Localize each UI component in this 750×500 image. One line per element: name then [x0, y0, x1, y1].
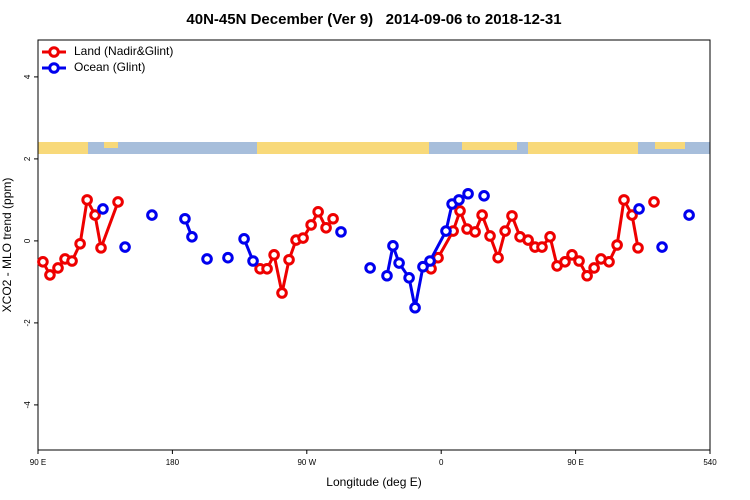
data-point [484, 230, 496, 242]
data-point [247, 255, 259, 267]
chart-title: 40N-45N December (Ver 9) 2014-09-06 to 2… [186, 11, 561, 28]
y-tick-label: -2 [23, 319, 32, 327]
data-point [588, 262, 600, 274]
data-point [297, 232, 309, 244]
data-point [626, 209, 638, 221]
data-point [312, 205, 324, 218]
data-point [536, 241, 548, 253]
data-point [327, 212, 339, 225]
data-point [506, 210, 518, 222]
data-point [201, 253, 213, 265]
land-mask [38, 142, 710, 154]
data-point [37, 256, 49, 268]
data-point [656, 241, 668, 253]
data-point [611, 239, 623, 251]
data-point [186, 231, 198, 243]
data-point [393, 257, 405, 269]
data-point [112, 196, 124, 208]
data-point [522, 234, 534, 246]
x-tick-label: 180 [166, 458, 180, 467]
data-point [417, 260, 429, 273]
data-point [573, 255, 585, 267]
legend-label: Land (Nadir&Glint) [74, 44, 173, 58]
data-point [179, 212, 191, 225]
data-point [95, 242, 107, 254]
data-point [403, 272, 415, 284]
legend-label: Ocean (Glint) [74, 60, 145, 74]
data-point [424, 255, 436, 267]
data-point [453, 194, 465, 206]
y-tick-label: -4 [23, 401, 32, 409]
data-point [387, 240, 399, 252]
data-point [409, 301, 421, 314]
data-point [478, 190, 490, 202]
data-point [52, 262, 64, 274]
data-point [66, 255, 78, 267]
data-point [44, 269, 56, 281]
legend-marker [48, 46, 60, 58]
data-point [492, 251, 504, 264]
y-tick-label: 4 [23, 74, 32, 79]
data-point [544, 231, 556, 243]
data-point [119, 241, 131, 253]
data-point [648, 196, 660, 208]
data-point [454, 205, 466, 217]
data-point [146, 209, 158, 221]
data-point [566, 249, 578, 261]
legend-marker [48, 62, 60, 74]
data-point [276, 287, 288, 299]
data-point [476, 209, 488, 221]
data-point [335, 226, 347, 238]
data-point [462, 187, 474, 200]
data-point [97, 203, 109, 215]
x-tick-label: 540 [703, 458, 717, 467]
x-tick-label: 90 E [30, 458, 46, 467]
data-point [81, 194, 93, 206]
x-tick-label: 90 W [297, 458, 316, 467]
data-point [364, 262, 376, 274]
data-point [581, 269, 593, 282]
data-point [268, 249, 280, 261]
data-point [440, 225, 452, 237]
y-tick-label: 2 [23, 156, 32, 161]
data-point [632, 242, 644, 254]
data-point [683, 209, 695, 221]
plot-frame [37, 39, 711, 451]
data-point [633, 203, 645, 215]
data-point [381, 269, 393, 282]
data-point [238, 233, 250, 245]
y-tick-label: 0 [23, 238, 32, 243]
x-tick-label: 90 E [567, 458, 583, 467]
data-point [305, 219, 317, 231]
y-axis-label: XCO2 - MLO trend (ppm) [0, 178, 14, 313]
data-point [222, 251, 234, 264]
data-point [283, 253, 295, 266]
data-point [618, 194, 630, 206]
data-point [559, 256, 571, 268]
data-point [469, 226, 481, 238]
data-point [499, 225, 511, 237]
data-point [261, 262, 273, 275]
data-point [603, 256, 615, 268]
data-point [89, 209, 101, 221]
data-point [320, 221, 332, 234]
data-point [74, 237, 86, 250]
x-tick-label: 0 [439, 458, 444, 467]
x-axis-label: Longitude (deg E) [326, 475, 421, 489]
